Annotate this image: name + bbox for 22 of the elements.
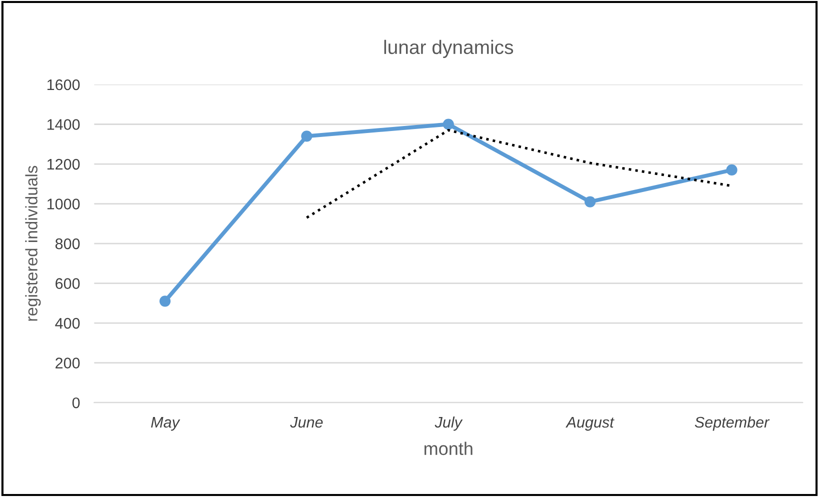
x-tick-label: June: [290, 417, 323, 428]
x-tick-label: August: [566, 417, 614, 431]
chart-title: lunar dynamics: [384, 40, 514, 58]
y-tick-label: 1600: [47, 79, 80, 90]
y-tick-label: 1400: [47, 119, 80, 130]
y-tick-label: 1000: [47, 198, 80, 210]
point: [301, 130, 312, 142]
x-tick-label: September: [694, 416, 770, 431]
x-tick-label: July: [434, 416, 463, 431]
point: [726, 164, 738, 176]
y-axis-title: registered individuals: [25, 166, 41, 321]
y-tick-label: 0: [72, 397, 80, 408]
y-tick-label: 600: [56, 278, 80, 289]
y-tick-label: 200: [56, 358, 80, 368]
point: [584, 196, 596, 208]
point: [159, 296, 171, 307]
x-axis-title: month: [424, 442, 472, 456]
x-tick-label: May: [151, 417, 180, 431]
y-tick-label: 400: [55, 318, 80, 329]
y-tick-label: 800: [55, 238, 80, 250]
point: [442, 118, 454, 130]
y-tick-label: 1200: [47, 158, 80, 170]
